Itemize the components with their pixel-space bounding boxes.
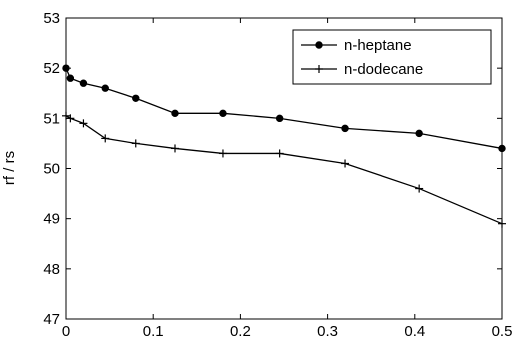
data-point-dot [315, 41, 323, 49]
y-tick-label: 53 [43, 10, 60, 27]
data-point-dot [79, 79, 88, 87]
series-n-heptane [62, 64, 506, 153]
series-layer [62, 64, 506, 228]
data-point-plus [79, 119, 88, 128]
data-point-plus [171, 144, 179, 153]
x-tick-label: 0 [62, 323, 70, 340]
legend: n-heptane n-dodecane [292, 29, 492, 85]
y-tick-label: 48 [43, 261, 60, 278]
data-point-plus [315, 65, 323, 73]
data-point-plus [275, 149, 284, 158]
y-axis-label: rf / rs [1, 151, 18, 185]
data-point-plus [62, 111, 70, 120]
data-point-dot [132, 94, 140, 102]
x-tick-label: 0.2 [230, 323, 251, 340]
legend-entry: n-dodecane [301, 61, 423, 78]
legend-label: n-dodecane [344, 61, 423, 78]
data-point-dot [101, 84, 109, 92]
series-n-dodecane [62, 111, 506, 228]
x-tick-label: 0.5 [492, 323, 513, 340]
data-point-plus [341, 159, 350, 168]
x-tick-label: 0.1 [143, 323, 164, 340]
legend-label: n-heptane [344, 37, 412, 54]
data-point-dot [219, 109, 227, 118]
data-point-plus [66, 114, 75, 123]
data-point-dot [66, 74, 75, 82]
y-tick-label: 49 [43, 211, 60, 228]
data-point-plus [218, 149, 227, 158]
legend-entry: n-heptane [301, 37, 412, 54]
data-point-plus [415, 184, 424, 193]
data-point-dot [171, 109, 179, 118]
data-point-dot [415, 129, 423, 138]
data-point-dot [341, 124, 349, 133]
x-tick-label: 0.4 [404, 323, 425, 340]
data-point-plus [498, 219, 506, 228]
x-tick-label: 0.3 [317, 323, 338, 340]
y-tick-label: 50 [43, 161, 60, 178]
y-tick-label: 51 [43, 110, 60, 127]
axis-ticks: 0 0.1 0.2 0.3 0.4 0.5 47 48 49 50 51 52 53 [43, 10, 512, 340]
data-point-dot [275, 114, 284, 123]
y-tick-label: 52 [43, 60, 60, 77]
data-point-dot [62, 64, 70, 72]
data-point-plus [131, 139, 140, 148]
y-tick-label: 47 [43, 311, 60, 328]
legend-box [292, 29, 492, 85]
data-point-plus [101, 134, 110, 143]
data-point-dot [498, 144, 506, 153]
